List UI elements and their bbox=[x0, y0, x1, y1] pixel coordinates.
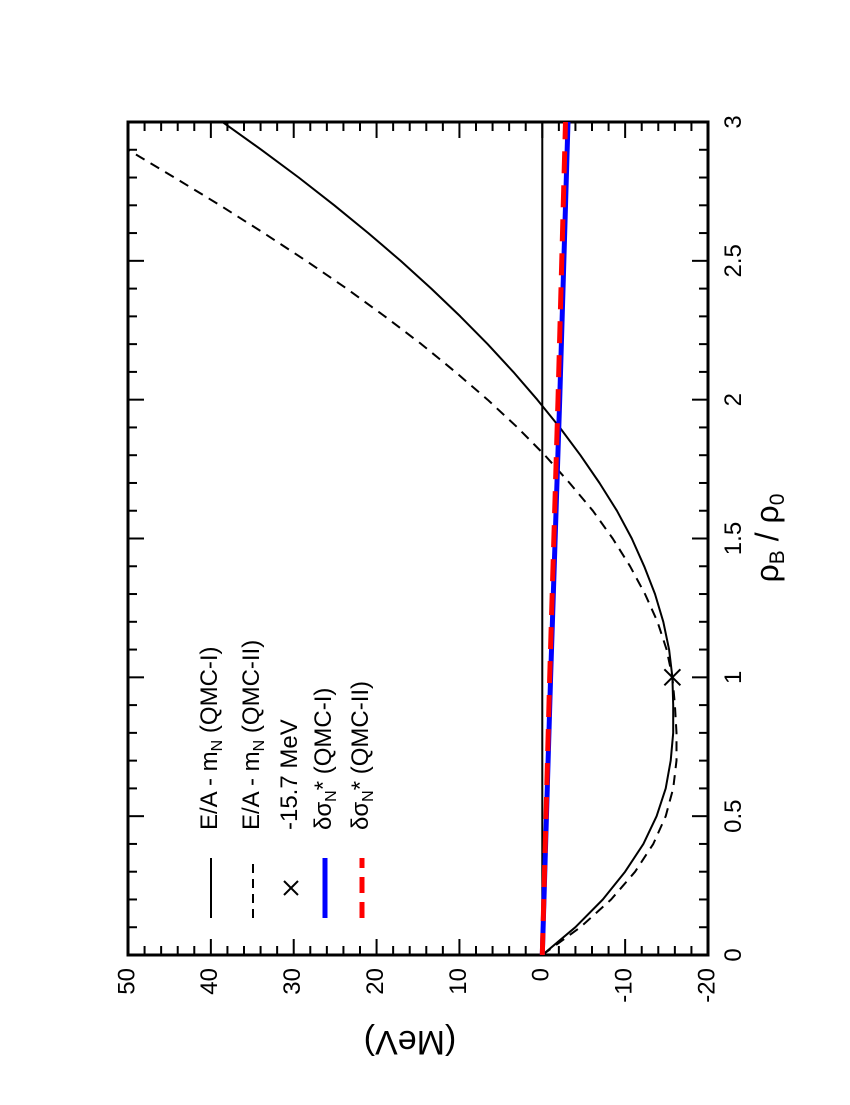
series-line-1 bbox=[221, 122, 675, 955]
x-axis-label-mid: / ρ bbox=[749, 505, 785, 550]
x-tick-label: 0 bbox=[720, 948, 747, 961]
legend: E/A - mN (QMC-I) E/A - mN (QMC-II) -15.7 M… bbox=[196, 640, 377, 918]
tick-labels: 0 0.5 1 1.5 2 2.5 3 -20 -10 0 10 20 30 40 50 bbox=[113, 115, 746, 1002]
x-tick-label: 2 bbox=[720, 393, 747, 406]
y-tick-label: 10 bbox=[445, 968, 472, 995]
legend-item-4: δσN* (QMC-I) bbox=[310, 688, 340, 918]
series-line-4 bbox=[539, 122, 568, 955]
series-layer bbox=[128, 122, 678, 955]
marker-layer bbox=[663, 668, 682, 687]
x-axis-label-rho: ρ bbox=[749, 564, 785, 582]
y-tick-label: -10 bbox=[610, 968, 637, 1003]
x-tick-label: 1.5 bbox=[720, 522, 747, 555]
x-tick-label: 3 bbox=[720, 115, 747, 128]
x-axis-label-sub1: B bbox=[766, 550, 789, 564]
legend-item-1: E/A - mN (QMC-I) bbox=[196, 646, 226, 918]
legend-label: δσN* (QMC-II) bbox=[347, 681, 377, 830]
y-tick-label: 0 bbox=[528, 968, 555, 981]
legend-symbol bbox=[283, 880, 299, 896]
x-tick-label: 1 bbox=[720, 671, 747, 684]
y-tick-label: 40 bbox=[196, 968, 223, 995]
y-axis-label: (MeV) bbox=[364, 1023, 457, 1061]
legend-label: E/A - mN (QMC-II) bbox=[238, 640, 268, 830]
x-tick-label: 2.5 bbox=[720, 244, 747, 277]
marker-x bbox=[663, 668, 682, 687]
legend-label: -15.7 MeV bbox=[276, 719, 303, 830]
legend-item-5: δσN* (QMC-II) bbox=[347, 681, 377, 918]
legend-label: δσN* (QMC-I) bbox=[310, 688, 340, 830]
legend-label: E/A - mN (QMC-I) bbox=[196, 646, 226, 830]
x-axis-label: ρB / ρ0 bbox=[749, 494, 788, 583]
series-line-2 bbox=[128, 122, 678, 955]
x-axis-label-sub2: 0 bbox=[766, 494, 789, 506]
legend-item-2: E/A - mN (QMC-II) bbox=[238, 640, 268, 918]
legend-item-3: -15.7 MeV bbox=[276, 719, 303, 896]
y-tick-label: -20 bbox=[693, 968, 720, 1003]
y-tick-label: 50 bbox=[113, 968, 140, 995]
y-tick-label: 30 bbox=[279, 968, 306, 995]
y-tick-label: 20 bbox=[362, 968, 389, 995]
x-tick-label: 0.5 bbox=[720, 799, 747, 832]
